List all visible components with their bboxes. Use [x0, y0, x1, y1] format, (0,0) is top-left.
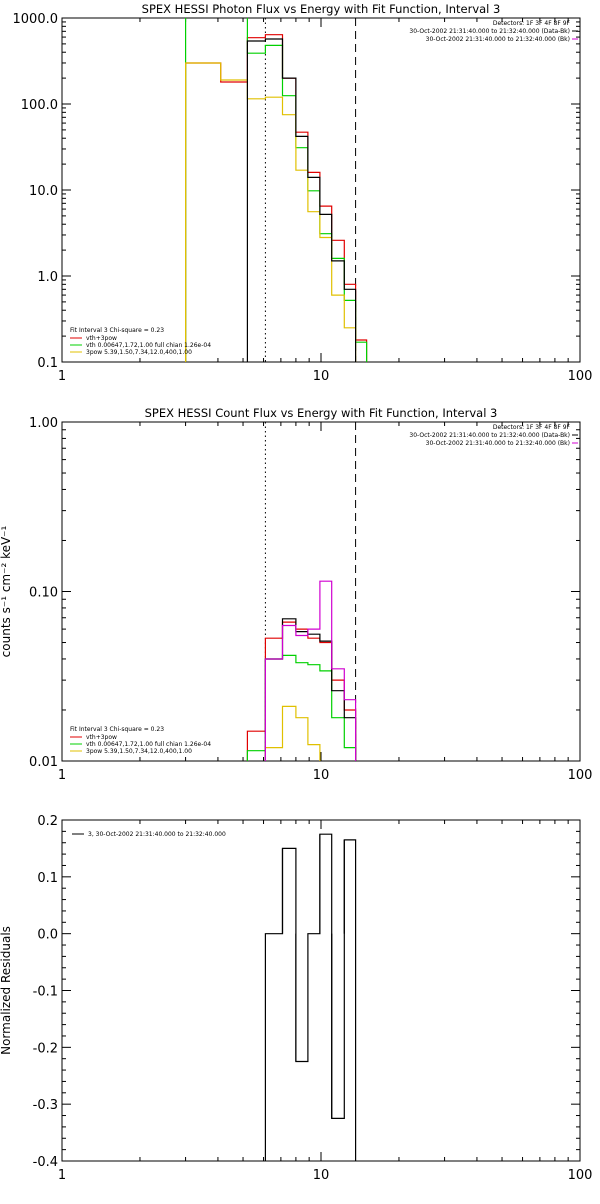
x-tick-label: 100 — [568, 1168, 593, 1183]
legend-label: vth 0.00647,1.72,1.00 full chian 1.26e-0… — [86, 342, 211, 349]
y-tick-label: 10.0 — [29, 184, 58, 199]
data-layer — [185, 18, 368, 362]
plot-frame — [61, 819, 581, 1162]
header-line-1: 30-Oct-2002 21:31:40.000 to 21:32:40.000… — [409, 432, 570, 439]
header-line-0: Detectors: 1F 3F 4F 8F 9F — [493, 20, 571, 27]
series-histogram-0 — [264, 833, 357, 1161]
header-line-0: Detectors: 1F 3F 4F 8F 9F — [493, 424, 571, 431]
y-tick-label: -0.2 — [33, 1041, 58, 1056]
legend-title: Fit Interval 3 Chi-square = 0.23 — [70, 327, 164, 334]
series-histogram-3 — [264, 618, 357, 761]
chart-title: SPEX HESSI Count Flux vs Energy with Fit… — [145, 406, 498, 420]
chart-panel-2: SPEX HESSI Count Flux vs Energy with Fit… — [0, 406, 593, 783]
y-tick-label: 1000.0 — [13, 12, 59, 27]
chart-panel-3: 1 10 100 0.2 0.1 0.0 -0.1 -0.2 -0.3 -0.4 Normalize… — [0, 814, 592, 1183]
data-layer — [264, 833, 357, 1161]
y-tick-label: -0.3 — [33, 1098, 58, 1113]
y-tick-label: 0.0 — [37, 928, 58, 943]
series-histogram-3 — [246, 38, 357, 362]
data-layer — [246, 580, 357, 761]
y-tick-label: 0.2 — [37, 814, 58, 829]
legend-label: 3, 30-Oct-2002 21:31:40.000 to 21:32:40.… — [88, 831, 226, 838]
y-tick-label: 0.01 — [29, 755, 58, 770]
y-tick-label: 0.10 — [29, 586, 58, 601]
y-tick-label: 1.0 — [37, 270, 58, 285]
legend-label: vth 0.00647,1.72,1.00 full chian 1.26e-0… — [86, 741, 211, 748]
y-tick-label: -0.1 — [33, 985, 58, 1000]
plot-frame — [61, 17, 581, 363]
legend-label: vth+3pow — [86, 335, 117, 342]
x-tick-label: 1 — [58, 768, 66, 783]
x-tick-label: 10 — [313, 1168, 330, 1183]
x-tick-label: 10 — [313, 768, 330, 783]
x-tick-label: 1 — [58, 369, 66, 384]
series-histogram-0 — [185, 34, 368, 362]
x-tick-label: 100 — [568, 369, 593, 384]
series-histogram-4 — [264, 580, 357, 761]
y-tick-label: 0.1 — [37, 871, 58, 886]
series-histogram-1 — [185, 18, 368, 362]
x-tick-label: 1 — [58, 1168, 66, 1183]
y-tick-label: 0.1 — [37, 356, 58, 371]
legend-label: 3pow 5.39,1.50,7.34,12.0,400,1.00 — [86, 748, 192, 755]
chart-title: SPEX HESSI Photon Flux vs Energy with Fi… — [142, 2, 501, 16]
y-tick-label: 100.0 — [21, 98, 58, 113]
header-line-2: 30-Oct-2002 21:31:40.000 to 21:32:40.000… — [426, 36, 570, 43]
legend-title: Fit Interval 3 Chi-square = 0.23 — [70, 726, 164, 733]
series-histogram-2 — [246, 705, 357, 761]
chart-panel-1: SPEX HESSI Photon Flux vs Energy with Fi… — [13, 2, 593, 384]
series-histogram-2 — [185, 62, 368, 362]
header-line-2: 30-Oct-2002 21:31:40.000 to 21:32:40.000… — [426, 440, 570, 447]
header-line-1: 30-Oct-2002 21:31:40.000 to 21:32:40.000… — [409, 28, 570, 35]
x-tick-label: 10 — [313, 369, 330, 384]
series-histogram-0 — [246, 621, 357, 761]
legend-label: vth+3pow — [86, 734, 117, 741]
series-histogram-1 — [246, 654, 357, 761]
y-axis-label: Normalized Residuals — [0, 926, 13, 1055]
y-axis-label: counts s⁻¹ cm⁻² keV⁻¹ — [0, 525, 13, 657]
plot-frame — [61, 421, 581, 762]
legend-label: 3pow 5.39,1.50,7.34,12.0,400,1.00 — [86, 349, 192, 356]
y-tick-label: -0.4 — [33, 1155, 58, 1170]
x-tick-label: 100 — [568, 768, 593, 783]
y-tick-label: 1.00 — [29, 416, 58, 431]
